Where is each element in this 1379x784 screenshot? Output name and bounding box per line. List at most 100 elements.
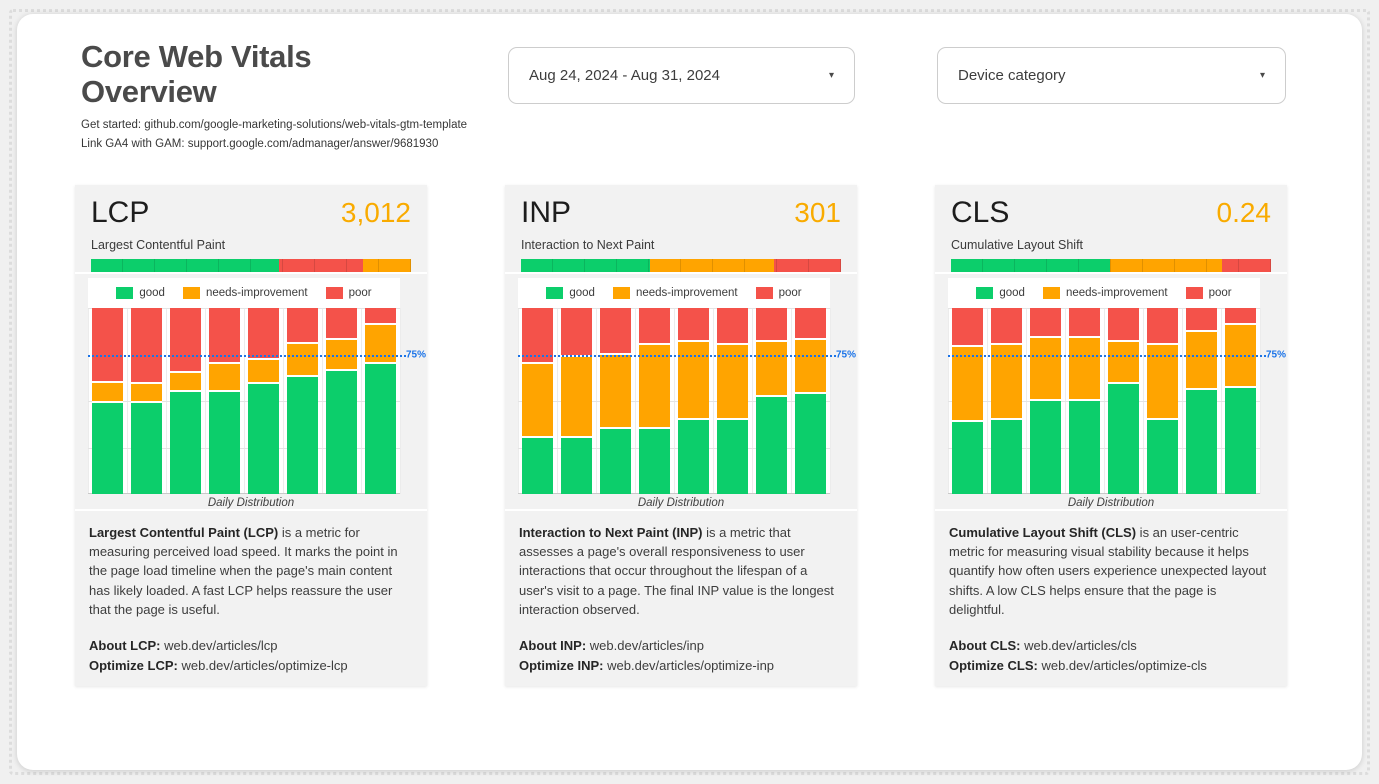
bar-segment-good: [717, 419, 748, 495]
bar-day-7[interactable]: [756, 308, 787, 495]
bar-segment-good: [952, 421, 983, 495]
bar-day-8[interactable]: [365, 308, 396, 495]
bar-segment-needs-improvement: [209, 363, 240, 392]
chart-legend: good needs-improvement poor: [518, 282, 830, 304]
metric-description: Interaction to Next Paint (INP) is a met…: [519, 525, 834, 617]
bar-day-2[interactable]: [991, 308, 1022, 495]
bar-day-3[interactable]: [600, 308, 631, 495]
optimize-link-line: Optimize CLS: web.dev/articles/optimize-…: [949, 657, 1207, 673]
bar-day-4[interactable]: [639, 308, 670, 495]
bar-segment-poor: [131, 308, 162, 385]
bar-day-3[interactable]: [170, 308, 201, 495]
reference-line-label: 75%: [836, 348, 857, 360]
bar-day-8[interactable]: [1225, 308, 1256, 495]
card-cls-chart: good needs-improvement poor 75% Daily Di…: [935, 274, 1287, 510]
bar-segment-poor: [678, 308, 709, 342]
bar-segment-needs-improvement: [1069, 337, 1100, 402]
bar-segment-good: [326, 371, 357, 495]
bar-day-7[interactable]: [326, 308, 357, 495]
bar-day-6[interactable]: [717, 308, 748, 495]
metric-name: LCP: [91, 196, 150, 229]
date-range-filter[interactable]: Aug 24, 2024 - Aug 31, 2024 ▾: [508, 47, 855, 104]
gridline: [830, 308, 831, 495]
bar-segment-needs-improvement: [600, 354, 631, 430]
bar-segment-needs-improvement: [795, 339, 826, 394]
report-header: Core Web Vitals Overview Get started: gi…: [81, 39, 471, 153]
poor-swatch: [1185, 287, 1203, 300]
poor-swatch: [755, 287, 773, 300]
bar-day-2[interactable]: [561, 308, 592, 495]
gridline: [518, 447, 830, 449]
needs-improvement-swatch: [182, 287, 200, 300]
legend-item-needs-improvement: needs-improvement: [182, 287, 308, 300]
bar-segment-needs-improvement: [717, 345, 748, 420]
bar-segment-poor: [1186, 308, 1217, 333]
page-title: Core Web Vitals Overview: [81, 39, 312, 109]
bar-segment-poor: [365, 308, 396, 325]
bar-segment-needs-improvement: [170, 373, 201, 392]
metric-value: 0.24: [1216, 197, 1272, 228]
good-swatch: [116, 287, 134, 300]
bar-segment-poor: [717, 308, 748, 346]
gridline: [948, 447, 1260, 449]
bar-day-5[interactable]: [678, 308, 709, 495]
legend-item-poor: poor: [755, 287, 802, 300]
gridline: [88, 447, 400, 449]
bar-segment-poor: [92, 308, 123, 383]
bar-segment-good: [365, 363, 396, 495]
bar-segment-poor: [600, 308, 631, 355]
optimize-link-line: Optimize LCP: web.dev/articles/optimize-…: [89, 657, 348, 673]
page-dotted-border: [9, 9, 1370, 775]
gridline: [88, 308, 400, 310]
reference-line-label: 75%: [406, 348, 427, 360]
bar-day-4[interactable]: [1069, 308, 1100, 495]
bar-day-2[interactable]: [131, 308, 162, 495]
bar-day-3[interactable]: [1030, 308, 1061, 495]
bar-segment-good: [678, 419, 709, 495]
bar-segment-needs-improvement: [131, 384, 162, 404]
about-link-line: About LCP: web.dev/articles/lcp: [89, 637, 278, 653]
bar-segment-needs-improvement: [287, 343, 318, 377]
gridline: [400, 308, 401, 495]
bar-day-5[interactable]: [1108, 308, 1139, 495]
good-swatch: [546, 287, 564, 300]
bar-segment-needs-improvement: [678, 341, 709, 420]
bar-day-1[interactable]: [522, 308, 553, 495]
legend-item-good: good: [116, 287, 165, 300]
bar-segment-poor: [795, 308, 826, 340]
card-inp: INP 301 Interaction to Next Paint good n…: [505, 185, 857, 686]
bar-day-7[interactable]: [1186, 308, 1217, 495]
bar-day-6[interactable]: [1147, 308, 1178, 495]
bar-day-1[interactable]: [952, 308, 983, 495]
bar-segment-needs-improvement: [952, 347, 983, 422]
bar-segment-good: [131, 403, 162, 495]
device-category-filter[interactable]: Device category ▾: [937, 47, 1286, 104]
bar-day-5[interactable]: [248, 308, 279, 495]
bar-segment-needs-improvement: [1030, 337, 1061, 402]
bar-day-8[interactable]: [795, 308, 826, 495]
bar-day-1[interactable]: [92, 308, 123, 495]
gridline: [948, 308, 1260, 310]
metric-subtitle: Largest Contentful Paint: [91, 238, 226, 252]
bar-day-6[interactable]: [287, 308, 318, 495]
bar-segment-good: [1225, 388, 1256, 495]
bar-segment-poor: [1225, 308, 1256, 325]
bar-segment-good: [522, 438, 553, 495]
bar-segment-needs-improvement: [639, 345, 670, 430]
poor-swatch: [325, 287, 343, 300]
stacked-bar-plot: 75%: [518, 308, 856, 495]
bar-segment-good: [92, 403, 123, 495]
about-link-line: About CLS: web.dev/articles/cls: [949, 637, 1137, 653]
metric-subtitle: Interaction to Next Paint: [521, 238, 655, 252]
bar-segment-poor: [991, 308, 1022, 346]
bar-day-4[interactable]: [209, 308, 240, 495]
optimize-link-line: Optimize INP: web.dev/articles/optimize-…: [519, 657, 775, 673]
bar-segment-poor: [1108, 308, 1139, 342]
gauge-bar: [91, 259, 411, 272]
x-axis-title: Daily Distribution: [637, 497, 725, 510]
metric-value: 3,012: [340, 197, 411, 228]
bar-segment-needs-improvement: [365, 324, 396, 364]
bar-segment-needs-improvement: [522, 363, 553, 439]
bar-segment-poor: [248, 308, 279, 361]
legend-item-poor: poor: [325, 287, 372, 300]
